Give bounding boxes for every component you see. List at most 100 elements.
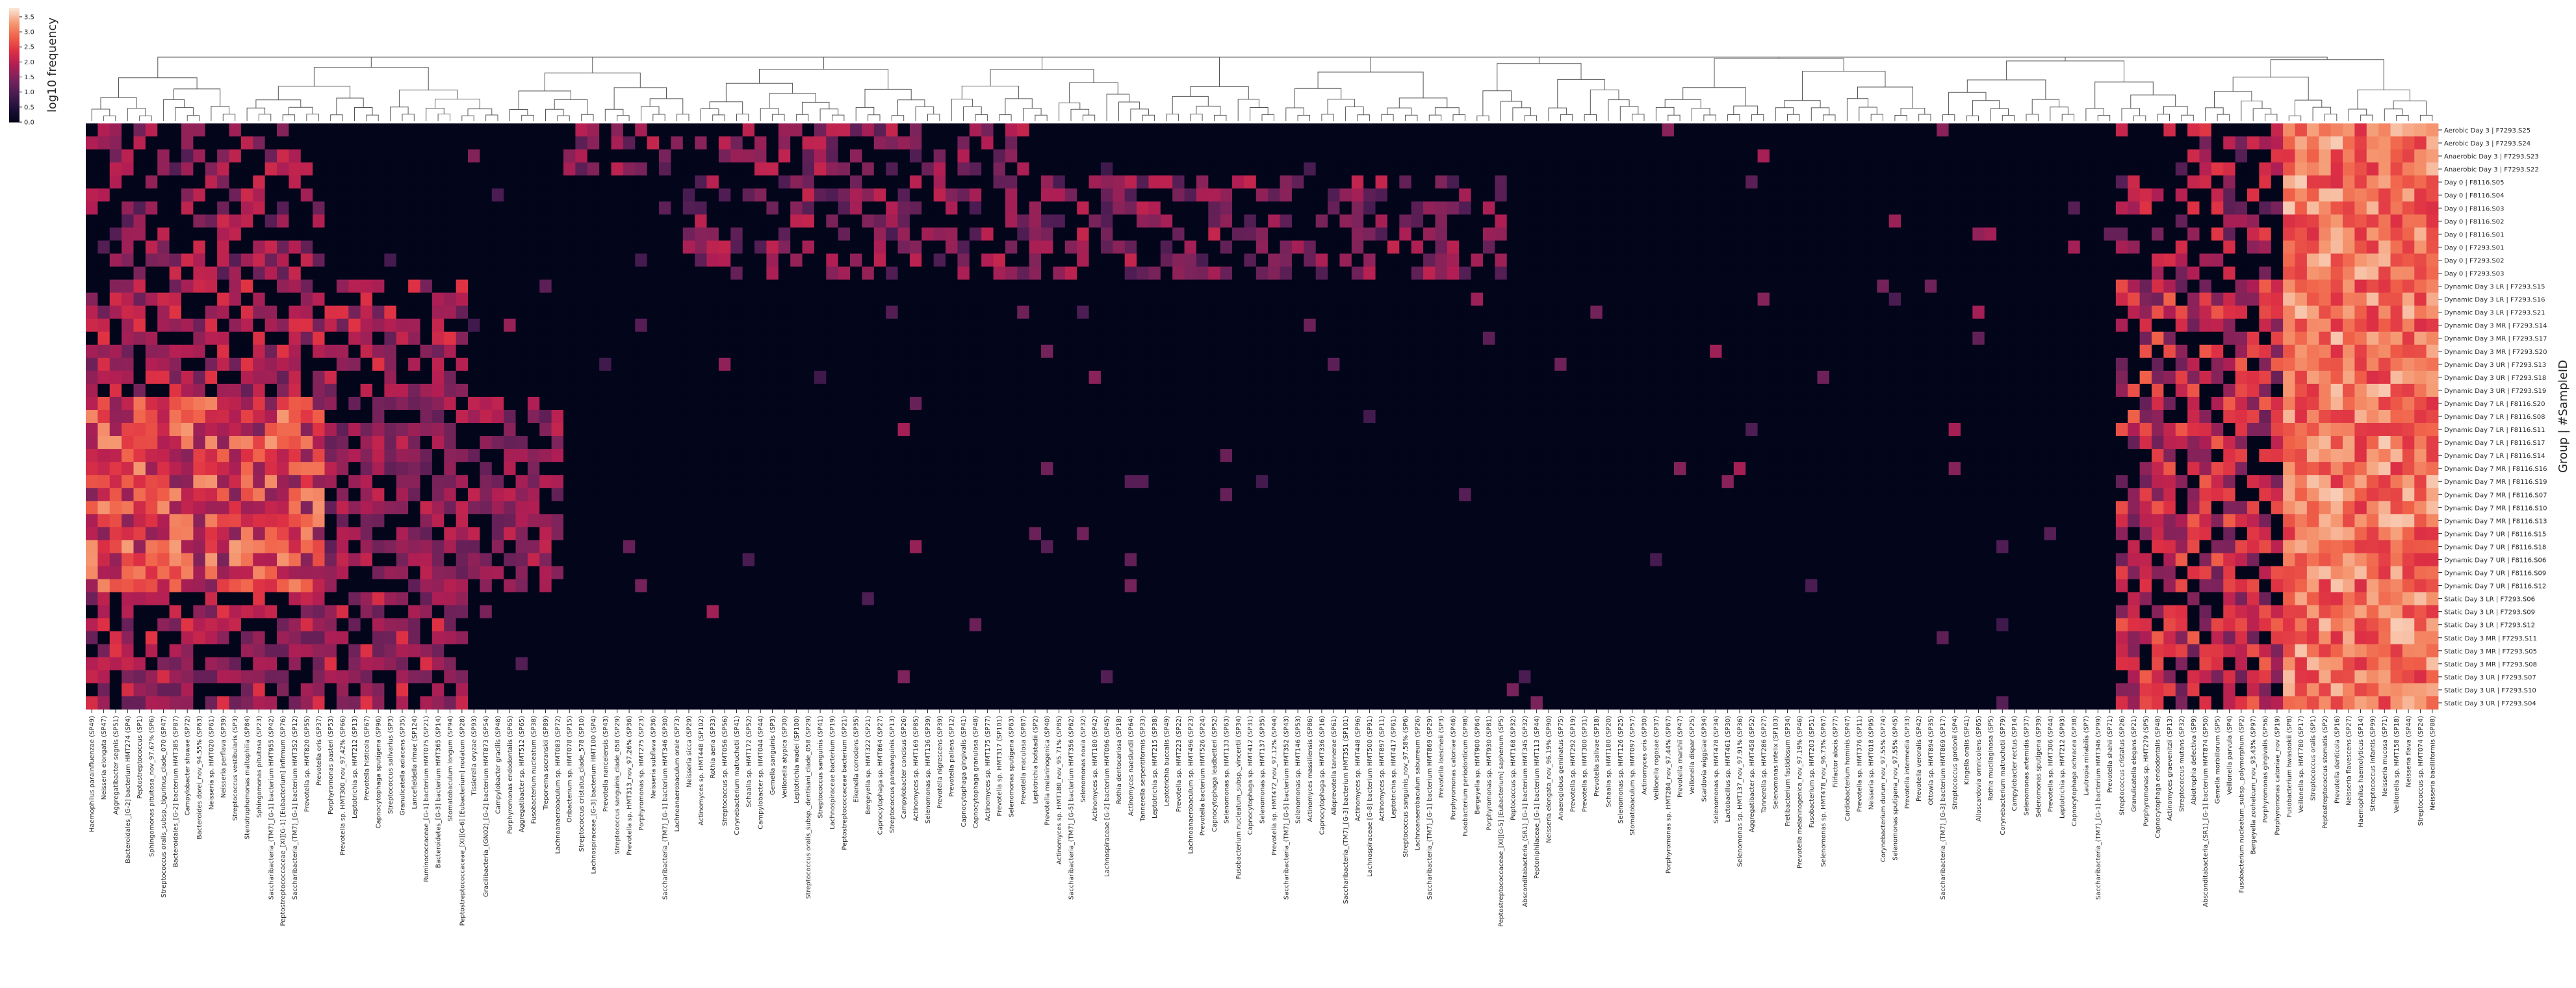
heatmap-cell	[122, 332, 134, 345]
heatmap-cell	[635, 136, 647, 149]
heatmap-cell	[361, 371, 373, 384]
heatmap-cell	[1339, 358, 1352, 371]
dendrogram-link	[1714, 58, 1844, 88]
heatmap-cell	[86, 240, 98, 253]
heatmap-cell	[1734, 175, 1746, 188]
heatmap-cell	[1865, 306, 1877, 319]
heatmap-cell	[1113, 280, 1125, 293]
heatmap-cell	[1578, 306, 1591, 319]
heatmap-cell	[2354, 266, 2367, 279]
heatmap-cell	[1745, 227, 1758, 240]
heatmap-cell	[157, 358, 170, 371]
heatmap-cell	[1674, 201, 1686, 214]
heatmap-cell	[2259, 201, 2271, 214]
heatmap-cell	[1077, 214, 1089, 227]
heatmap-cell	[2056, 293, 2068, 306]
heatmap-cell	[659, 319, 671, 332]
heatmap-cell	[1758, 123, 1770, 136]
heatmap-cell	[2414, 162, 2427, 175]
heatmap-cell	[563, 227, 576, 240]
heatmap-cell	[1698, 123, 1710, 136]
heatmap-cell	[2367, 188, 2379, 201]
heatmap-cell	[2104, 319, 2116, 332]
heatmap-cell	[2319, 149, 2331, 162]
heatmap-cell	[1447, 175, 1460, 188]
heatmap-cell	[563, 201, 576, 214]
heatmap-cell	[1996, 358, 2009, 371]
heatmap-cell	[1543, 397, 1555, 410]
heatmap-cell	[396, 253, 409, 266]
heatmap-cell	[563, 358, 576, 371]
heatmap-cell	[1603, 384, 1615, 397]
heatmap-cell	[1781, 280, 1794, 293]
heatmap-cell	[110, 306, 122, 319]
heatmap-cell	[492, 162, 504, 175]
heatmap-cell	[826, 345, 838, 358]
heatmap-cell	[1937, 319, 1949, 332]
heatmap-cell	[1829, 201, 1842, 214]
heatmap-cell	[1137, 214, 1149, 227]
heatmap-cell	[862, 358, 874, 371]
heatmap-cell	[2367, 319, 2379, 332]
heatmap-cell	[516, 280, 528, 293]
heatmap-cell	[361, 188, 373, 201]
dendrogram-link	[726, 83, 792, 102]
heatmap-cell	[1196, 123, 1209, 136]
heatmap-cell	[1196, 332, 1209, 345]
dendrogram-link	[1501, 101, 1522, 121]
heatmap-cell	[1113, 162, 1125, 175]
heatmap-cell	[2414, 253, 2427, 266]
heatmap-cell	[1961, 266, 1973, 279]
heatmap-cell	[1172, 266, 1185, 279]
heatmap-cell	[1554, 332, 1567, 345]
heatmap-cell	[946, 371, 958, 384]
heatmap-cell	[1352, 162, 1364, 175]
heatmap-cell	[1005, 345, 1018, 358]
heatmap-cell	[2354, 149, 2367, 162]
heatmap-cell	[492, 306, 504, 319]
heatmap-cell	[1650, 319, 1662, 332]
heatmap-cell	[898, 358, 910, 371]
heatmap-cell	[1399, 266, 1411, 279]
heatmap-cell	[1423, 345, 1436, 358]
heatmap-cell	[217, 319, 229, 332]
heatmap-cell	[552, 136, 564, 149]
heatmap-cell	[695, 266, 707, 279]
heatmap-cell	[1041, 358, 1053, 371]
heatmap-cell	[2402, 227, 2415, 240]
heatmap-cell	[157, 214, 170, 227]
heatmap-cell	[1721, 136, 1734, 149]
heatmap-cell	[1770, 214, 1782, 227]
heatmap-cell	[575, 162, 587, 175]
heatmap-cell	[874, 214, 886, 227]
heatmap-cell	[2271, 319, 2284, 332]
heatmap-cell	[444, 188, 456, 201]
heatmap-cell	[612, 253, 624, 266]
heatmap-cell	[838, 123, 851, 136]
heatmap-cell	[86, 162, 98, 175]
heatmap-cell	[289, 201, 301, 214]
heatmap-cell	[444, 123, 456, 136]
heatmap-cell	[1853, 319, 1866, 332]
heatmap-cell	[1065, 162, 1077, 175]
heatmap-cell	[1053, 293, 1065, 306]
heatmap-cell	[921, 214, 934, 227]
heatmap-cell	[1352, 345, 1364, 358]
heatmap-cell	[1877, 345, 1889, 358]
heatmap-cell	[134, 240, 146, 253]
heatmap-cell	[348, 384, 361, 397]
heatmap-cell	[1363, 410, 1376, 423]
colorbar-tick-label: 0.0	[24, 120, 34, 127]
heatmap-cell	[1734, 201, 1746, 214]
heatmap-cell	[862, 306, 874, 319]
heatmap-cell	[97, 306, 110, 319]
heatmap-cell	[539, 201, 552, 214]
heatmap-cell	[790, 227, 803, 240]
heatmap-cell	[2199, 358, 2211, 371]
heatmap-cell	[1363, 149, 1376, 162]
heatmap-cell	[1567, 293, 1579, 306]
heatmap-cell	[1662, 123, 1675, 136]
heatmap-cell	[1543, 319, 1555, 332]
heatmap-cell	[2152, 136, 2164, 149]
heatmap-cell	[170, 397, 182, 410]
